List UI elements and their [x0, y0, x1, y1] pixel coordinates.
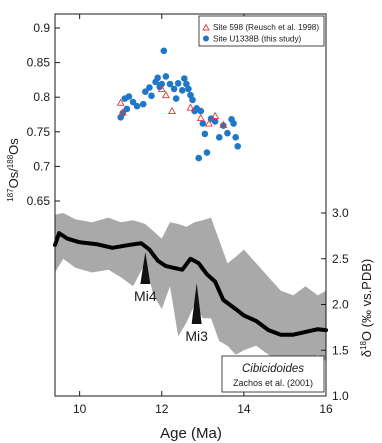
d18o-ylabel-sup1: 18 [359, 341, 368, 350]
os-ytick-label: 0.65 [27, 194, 51, 208]
legend-items: Site 598 (Reusch et al. 1998) Site U1338B… [202, 23, 319, 44]
u1338b-point [170, 85, 178, 93]
site598-point [186, 103, 195, 111]
u1338b-point [195, 154, 203, 162]
d18o-source-box: Cibicidoides Zachos et al. (2001) [221, 355, 325, 393]
legend-marker-u1338b [203, 35, 209, 42]
d18o-yaxis-title: δ18O (‰ vs.PDB) [359, 259, 374, 358]
os-ytick-label: 0.7 [33, 159, 50, 173]
site598-point [161, 90, 170, 99]
mi-annotations: Mi4 Mi3 [134, 252, 208, 344]
os-ylabel-base2: Os [6, 138, 21, 155]
u1338b-point [160, 47, 168, 55]
d18o-band-layer [55, 213, 326, 364]
u1338b-point [142, 88, 149, 95]
os-ylabel-sup2: 188 [6, 154, 15, 168]
d18o-range-band [55, 213, 326, 364]
u1338b-point [234, 143, 242, 150]
site598-point [116, 98, 125, 106]
u1338b-point [224, 129, 231, 137]
d18o-source-citation: Zachos et al. (2001) [233, 378, 313, 388]
d18o-source-taxon: Cibicidoides [242, 363, 304, 375]
site598-point [219, 120, 228, 128]
u1338b-point [178, 86, 186, 94]
site598-point [211, 111, 220, 119]
u1338b-point [181, 75, 188, 82]
d18o-mean-curve [53, 231, 328, 337]
u1338b-point [232, 134, 239, 141]
os-ytick-label: 0.8 [33, 90, 50, 104]
d18o-source-frame [221, 355, 325, 393]
u1338b-point [139, 100, 147, 108]
legend-box [198, 15, 325, 47]
xtick-label: 14 [237, 402, 251, 416]
u1338b-point [211, 118, 219, 125]
u1338b-point [154, 74, 161, 82]
os-yaxis-ticks: 0.9 0.85 0.8 0.75 0.7 0.65 [27, 21, 60, 208]
u1338b-point [125, 93, 133, 100]
u1338b-point [166, 80, 174, 88]
event-label-mi3: Mi3 [185, 328, 208, 344]
os-yaxis-title: 187Os/188Os [6, 138, 21, 202]
u1338b-point [123, 105, 131, 113]
u1338b-point [133, 102, 141, 110]
legend-marker-site598 [202, 23, 210, 31]
u1338b-point [174, 80, 182, 87]
site598-point [168, 106, 176, 115]
u1338b-point [129, 98, 137, 106]
d18o-ytick-label: 2.5 [332, 252, 349, 266]
d18o-ytick-label: 1.0 [332, 389, 349, 403]
d18o-ytick-label: 2.0 [332, 298, 349, 312]
u1338b-point [203, 149, 211, 156]
u1338b-point [185, 85, 192, 93]
u1338b-point [215, 134, 223, 141]
d18o-ytick-label: 3.0 [332, 206, 349, 220]
site598-point [205, 119, 213, 127]
u1338b-point [189, 96, 196, 104]
u1338b-point [158, 80, 166, 88]
age-xaxis-ticks: 10 12 14 16 [73, 14, 333, 416]
os-points-layer [116, 47, 242, 162]
u1338b-point [146, 84, 153, 91]
u1338b-point [197, 107, 205, 115]
site598-point [196, 113, 205, 121]
os-ylabel-sup1: 187 [6, 188, 15, 202]
d18o-ylabel-base2: O (‰ vs.PDB) [359, 259, 374, 341]
event-marker-mi3 [191, 283, 202, 324]
os-ytick-label: 0.9 [33, 21, 50, 35]
plot-frame [54, 13, 327, 397]
os-ylabel-base1: Os/ [6, 168, 21, 189]
event-label-mi4: Mi4 [134, 288, 157, 304]
legend-label-site598: Site 598 (Reusch et al. 1998) [213, 23, 319, 32]
d18o-ytick-label: 1.5 [332, 343, 349, 357]
u1338b-point [230, 120, 237, 127]
xtick-label: 16 [319, 402, 333, 416]
event-marker-mi4 [140, 252, 151, 284]
xtick-label: 10 [73, 402, 87, 416]
d18o-curve-layer [53, 231, 328, 337]
d18o-yaxis-ticks: 3.0 2.5 2.0 1.5 1.0 [321, 206, 349, 403]
u1338b-point [201, 130, 209, 138]
age-xaxis-title: Age (Ma) [160, 425, 222, 442]
d18o-ylabel-base1: δ [359, 350, 374, 357]
site598-point [118, 108, 127, 116]
os-ytick-label: 0.85 [27, 56, 51, 70]
u1338b-point [162, 73, 170, 80]
u1338b-point [148, 92, 155, 100]
u1338b-point [199, 120, 207, 127]
xtick-label: 12 [155, 402, 169, 416]
legend-label-u1338b: Site U1338B (this study) [213, 35, 302, 44]
os-ytick-label: 0.75 [27, 125, 51, 139]
legend: Site 598 (Reusch et al. 1998) Site U1338B… [198, 15, 325, 47]
site598-point [157, 84, 166, 92]
u1338b-point [172, 95, 180, 102]
